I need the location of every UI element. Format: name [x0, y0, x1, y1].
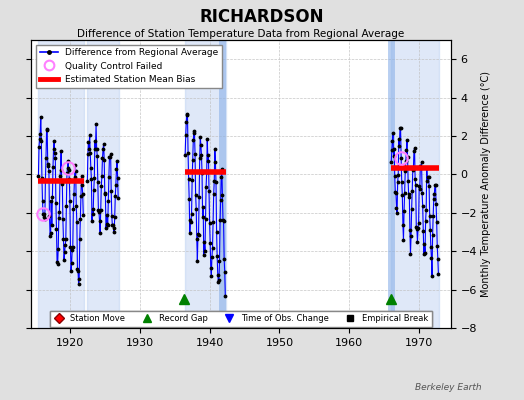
Text: RICHARDSON: RICHARDSON [200, 8, 324, 26]
Title: Difference of Station Temperature Data from Regional Average: Difference of Station Temperature Data f… [78, 29, 405, 39]
Y-axis label: Monthly Temperature Anomaly Difference (°C): Monthly Temperature Anomaly Difference (… [481, 71, 491, 297]
Legend: Station Move, Record Gap, Time of Obs. Change, Empirical Break: Station Move, Record Gap, Time of Obs. C… [50, 311, 432, 327]
Text: Berkeley Earth: Berkeley Earth [416, 383, 482, 392]
